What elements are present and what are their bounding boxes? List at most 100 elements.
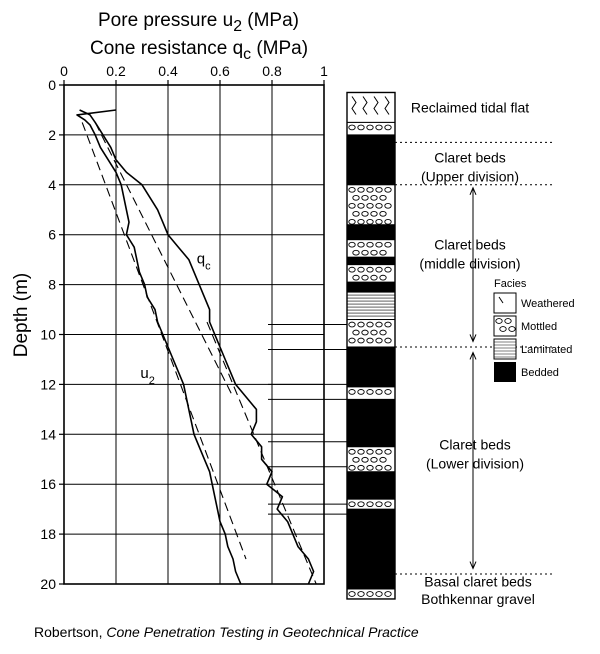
column-segment-mottled — [346, 498, 396, 510]
column-segment-bedded — [347, 346, 395, 387]
mottle-mark — [357, 464, 365, 471]
mottle-mark — [384, 591, 392, 597]
unit-label: Reclaimed tidal flat — [411, 99, 529, 115]
mottle-mark — [348, 202, 356, 209]
caption: Robertson, Cone Penetration Testing in G… — [34, 624, 419, 640]
mottle-mark — [384, 218, 392, 225]
mottle-mark — [384, 124, 392, 131]
mottle-mark — [366, 591, 374, 597]
mottle-mark — [384, 241, 392, 248]
mottle-mark — [375, 448, 383, 455]
unit-label: Claret beds — [434, 237, 506, 253]
mottle-mark — [384, 501, 392, 508]
unit-label: Basal claret beds — [424, 574, 531, 590]
mottle-mark — [348, 321, 356, 328]
weathered-mark — [384, 96, 390, 115]
unit-label: Claret beds — [439, 436, 511, 452]
unit-label: Bothkennar gravel — [421, 591, 535, 607]
mottle-mark — [366, 337, 374, 344]
mottle-mark — [366, 501, 374, 508]
y-tick-label: 2 — [48, 127, 56, 143]
mottle-mark — [370, 274, 378, 281]
y-tick-label: 10 — [40, 327, 56, 343]
mottle-mark — [348, 186, 356, 193]
x-tick-label: 0.2 — [106, 63, 126, 79]
series-label-u2: u2 — [140, 365, 154, 387]
mottle-mark — [366, 124, 374, 131]
mottle-mark — [375, 337, 383, 344]
mottle-mark — [384, 186, 392, 193]
mottle-mark — [357, 591, 365, 597]
mottle-mark — [379, 249, 387, 256]
legend-label: Weathered — [521, 298, 575, 310]
mottle-mark — [370, 194, 378, 201]
legend-label: Mottled — [521, 321, 557, 333]
y-tick-label: 20 — [40, 576, 56, 592]
column-segment-bedded — [347, 399, 395, 447]
mottle-mark — [357, 202, 365, 209]
mottle-mark — [361, 329, 369, 336]
mottle-mark — [379, 194, 387, 201]
mottle-mark — [375, 218, 383, 225]
mottle-mark — [357, 266, 365, 273]
column-segment-bedded — [347, 509, 395, 589]
mottle-mark — [384, 266, 392, 273]
mottle-mark — [379, 210, 387, 217]
y-tick-label: 18 — [40, 526, 56, 542]
mottle-mark — [366, 202, 374, 209]
top-axis-title-pore-pressure: Pore pressure u2 (MPa) — [98, 10, 299, 35]
range-arrow-head-up — [469, 351, 477, 360]
mottle-mark — [357, 321, 365, 328]
caption-author: Robertson, — [34, 624, 107, 640]
y-tick-label: 6 — [48, 227, 56, 243]
mottle-mark — [379, 274, 387, 281]
legend-label: Laminated — [521, 344, 572, 356]
mottle-mark — [348, 124, 356, 131]
x-tick-label: 0.4 — [158, 63, 178, 79]
weathered-mark — [351, 96, 357, 115]
mottle-mark — [348, 501, 356, 508]
column-segment-mottled — [346, 121, 396, 136]
mottle-mark — [352, 249, 360, 256]
y-tick-label: 12 — [40, 376, 56, 392]
x-tick-label: 0 — [60, 63, 68, 79]
mottle-mark — [357, 124, 365, 131]
mottle-mark — [375, 591, 383, 597]
mottle-mark — [361, 274, 369, 281]
mottle-mark — [379, 456, 387, 463]
mottle-mark — [357, 218, 365, 225]
mottle-mark — [352, 456, 360, 463]
mottle-mark — [375, 389, 383, 395]
qc-trend-line — [94, 122, 234, 398]
mottle-mark — [375, 124, 383, 131]
weathered-mark — [498, 296, 504, 304]
y-tick-label: 4 — [48, 177, 56, 193]
column-segment-weathered — [346, 91, 396, 123]
mottle-mark — [370, 329, 378, 336]
mottle-mark — [366, 186, 374, 193]
mottle-mark — [357, 389, 365, 395]
mottle-mark — [366, 266, 374, 273]
caption-title: Cone Penetration Testing in Geotechnical… — [106, 624, 419, 640]
range-arrow-head-down — [469, 561, 477, 570]
mottle-mark — [499, 326, 507, 332]
mottle-mark — [348, 591, 356, 597]
mottle-mark — [370, 210, 378, 217]
x-tick-label: 0.6 — [210, 63, 230, 79]
mottle-mark — [375, 241, 383, 248]
mottle-mark — [384, 337, 392, 344]
mottle-mark — [504, 318, 512, 324]
mottle-mark — [375, 266, 383, 273]
series-label-subscript: c — [205, 261, 211, 273]
mottle-mark — [375, 186, 383, 193]
legend-title: Facies — [494, 278, 527, 290]
mottle-mark — [348, 218, 356, 225]
mottle-mark — [357, 337, 365, 344]
mottle-mark — [348, 389, 356, 395]
y-tick-label: 0 — [48, 77, 56, 93]
mottle-mark — [495, 318, 503, 324]
mottle-mark — [352, 329, 360, 336]
mottle-mark — [366, 389, 374, 395]
